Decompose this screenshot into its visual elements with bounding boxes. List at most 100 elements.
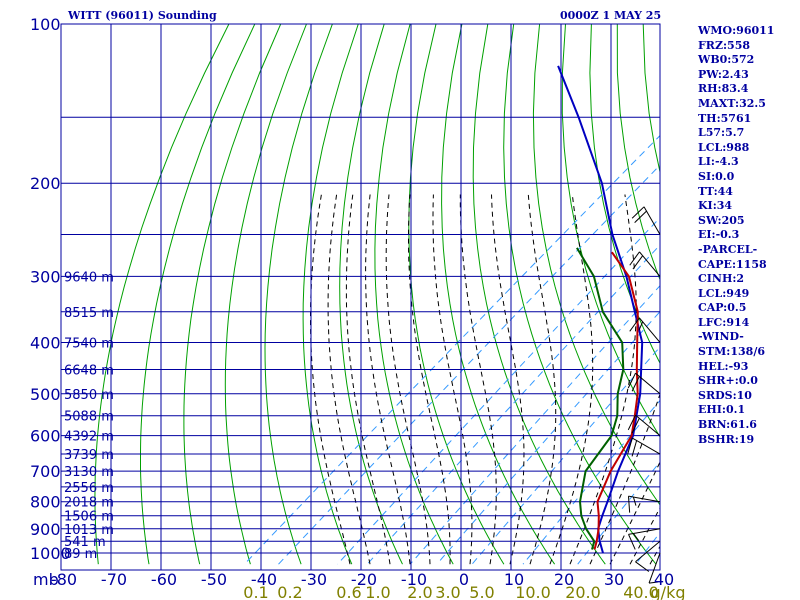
mixing-ratio-label: 1.0 bbox=[365, 583, 390, 600]
index-item: FRZ:558 bbox=[698, 38, 751, 52]
dry-adiabat bbox=[374, 24, 454, 565]
wind-barb bbox=[629, 251, 661, 277]
pressure-tick-label: 400 bbox=[30, 333, 61, 352]
index-item: KI:34 bbox=[698, 199, 733, 213]
wind-barb-staff bbox=[628, 495, 661, 503]
moist-adiabat bbox=[432, 194, 473, 565]
temperature-tick-label: -60 bbox=[151, 570, 177, 589]
height-label: 8515 m bbox=[64, 306, 114, 321]
temperature-tick-label: -50 bbox=[201, 570, 227, 589]
mixing-ratio-label: 0.1 bbox=[243, 583, 268, 600]
moist-adiabat bbox=[549, 194, 594, 565]
mixing-ratio-label: 2.0 bbox=[407, 583, 432, 600]
dry-adiabat bbox=[94, 24, 230, 565]
wind-barb bbox=[635, 540, 661, 572]
index-item: CAP:0.5 bbox=[698, 301, 747, 315]
height-label: 5088 m bbox=[64, 410, 114, 425]
index-item: TH:5761 bbox=[698, 111, 752, 125]
wind-barb-feather bbox=[627, 414, 636, 431]
wind-barb-feather bbox=[627, 496, 631, 513]
dry-adiabat bbox=[264, 24, 333, 565]
temperature-tick-label: 40 bbox=[654, 570, 674, 589]
dry-adiabat bbox=[183, 24, 282, 565]
plot-frame bbox=[60, 23, 661, 571]
pressure-tick-label: 900 bbox=[30, 520, 61, 539]
index-item: SI:0.0 bbox=[698, 169, 735, 183]
dry-adiabat bbox=[140, 24, 256, 565]
pressure-tick-label: 200 bbox=[30, 174, 61, 193]
grid bbox=[60, 23, 661, 571]
wind-barb bbox=[627, 437, 661, 457]
dry-adiabat bbox=[589, 24, 660, 365]
moist-adiabat bbox=[365, 194, 411, 565]
moist-adiabat bbox=[609, 460, 660, 565]
wind-barb bbox=[631, 206, 661, 235]
index-panel: WMO:96011 FRZ:558 WB0:572 PW:2.43 RH:83.4 MAX… bbox=[698, 24, 774, 447]
index-item: CINH:2 bbox=[698, 272, 745, 286]
dewpoint-line bbox=[576, 247, 625, 550]
moist-adiabat bbox=[527, 194, 557, 565]
wind-barb bbox=[628, 528, 661, 550]
dry-adiabat bbox=[472, 24, 606, 565]
height-label: 9640 m bbox=[64, 270, 114, 285]
temperature-tick-label: 20 bbox=[554, 570, 574, 589]
index-item: -WIND- bbox=[698, 330, 744, 344]
pressure-tick-label: 800 bbox=[30, 493, 61, 512]
temperature-tick-label: -70 bbox=[101, 570, 127, 589]
wind-barb-staff bbox=[635, 372, 661, 395]
wind-barb-feather bbox=[648, 581, 658, 584]
dry-adiabat bbox=[224, 24, 307, 565]
mixing-ratio-label: 3.0 bbox=[435, 583, 460, 600]
temperature-tick-label: 0 bbox=[459, 570, 469, 589]
temperature-tick-label: -20 bbox=[351, 570, 377, 589]
moist-adiabat bbox=[345, 194, 391, 565]
index-item: LFC:914 bbox=[698, 315, 750, 329]
moist-adiabat bbox=[327, 194, 371, 565]
wind-barb-staff bbox=[635, 540, 661, 563]
index-item: EHI:0.1 bbox=[698, 403, 746, 417]
temperature-tick-label: -30 bbox=[301, 570, 327, 589]
wind-barb-feather bbox=[631, 206, 645, 219]
wind-barb-feather bbox=[632, 496, 637, 506]
height-label: 3130 m bbox=[64, 465, 114, 480]
wind-barb-feather bbox=[629, 251, 640, 266]
dry-adiabat bbox=[339, 24, 403, 565]
index-item: TT:44 bbox=[698, 184, 733, 198]
wind-barb-feather bbox=[631, 440, 638, 457]
wind-barb-staff bbox=[639, 251, 661, 277]
height-label: 1506 m bbox=[64, 510, 114, 525]
dry-adiabat bbox=[773, 24, 800, 564]
wind-barb-feather bbox=[632, 255, 644, 270]
height-label: 4392 m bbox=[64, 430, 114, 445]
index-item: WMO:96011 bbox=[698, 24, 775, 37]
wind-barb-staff bbox=[628, 528, 661, 535]
pressure-tick-label: 100 bbox=[30, 15, 61, 34]
pressure-tick-label: 500 bbox=[30, 385, 61, 404]
wind-barb-feather bbox=[627, 372, 636, 389]
valid-time: 0000Z 1 MAY 25 bbox=[560, 9, 662, 22]
wind-barb-feather bbox=[631, 376, 640, 392]
height-label: 6648 m bbox=[64, 364, 114, 379]
mixing-ratio-label: 10.0 bbox=[515, 583, 551, 600]
wind-barb-staff bbox=[639, 317, 661, 343]
index-item: LI:-4.3 bbox=[698, 155, 739, 169]
wind-barb-feather bbox=[627, 437, 633, 455]
height-label: 2556 m bbox=[64, 481, 114, 496]
wind-barb bbox=[627, 414, 661, 437]
index-item: HEL:-93 bbox=[698, 359, 749, 373]
temperature-tick-label: -40 bbox=[251, 570, 277, 589]
index-item: SRDS:10 bbox=[698, 388, 752, 402]
dry-adiabat bbox=[616, 24, 660, 281]
pressure-tick-label: 300 bbox=[30, 267, 61, 286]
chart-title: WITT (96011) Sounding bbox=[68, 9, 217, 22]
index-item: PW:2.43 bbox=[698, 67, 749, 81]
mixing-ratio-label: g/kg bbox=[651, 583, 686, 600]
temperature-tick-label: 30 bbox=[604, 570, 624, 589]
temperature-tick-label: -10 bbox=[401, 570, 427, 589]
index-item: SW:205 bbox=[698, 213, 745, 227]
temperature-line bbox=[593, 251, 639, 550]
index-item: BSHR:19 bbox=[698, 432, 755, 446]
index-item: CAPE:1158 bbox=[698, 257, 767, 271]
